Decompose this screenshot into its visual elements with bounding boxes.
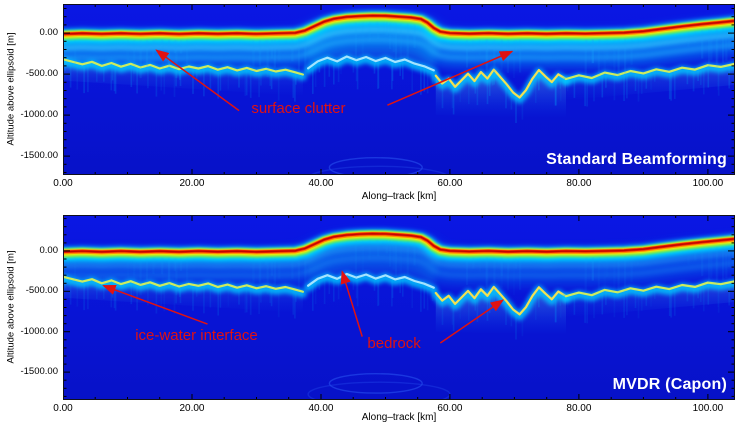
y-tick-label: -1000.00	[20, 109, 58, 121]
y-tick-label: -500.00	[25, 285, 58, 297]
y-axis-title-top: Altitude above ellipsoid [m]	[5, 32, 17, 146]
x-tick-label: 0.00	[53, 403, 73, 414]
x-tick-label: 100.00	[692, 403, 724, 414]
x-tick-label: 60.00	[437, 178, 463, 189]
annotation-arrow	[439, 299, 505, 344]
echogram-standard-beamforming: surface clutter Standard Beamforming	[63, 4, 735, 175]
panel-title-mvdr-capon: MVDR (Capon)	[612, 376, 727, 393]
y-tick-label: 0.00	[39, 27, 59, 39]
x-axis-title-bottom: Along–track [km]	[361, 412, 437, 423]
annotation-arrow	[387, 50, 514, 106]
annotation-arrow	[340, 270, 363, 337]
echogram-canvas	[63, 4, 735, 175]
annotation-surface-clutter: surface clutter	[251, 100, 346, 118]
x-tick-label: 80.00	[566, 178, 592, 189]
y-tick-label: -1500.00	[20, 150, 58, 162]
x-tick-label: 0.00	[53, 178, 73, 189]
x-tick-label: 40.00	[308, 178, 334, 189]
y-tick-label: -1500.00	[20, 366, 58, 378]
echogram-canvas	[63, 215, 735, 400]
annotation-ice-water-interface: ice-water interface	[135, 327, 258, 345]
y-tick-label: -500.00	[25, 68, 58, 80]
x-axis-title-top: Along–track [km]	[361, 191, 437, 202]
x-tick-label: 40.00	[308, 403, 334, 414]
y-tick-label: 0.00	[39, 244, 59, 256]
annotation-arrow	[155, 49, 240, 112]
echogram-mvdr-capon: ice-water interface bedrock MVDR (Capon)	[63, 215, 735, 400]
y-tick-label: -1000.00	[20, 325, 58, 337]
x-tick-label: 20.00	[179, 178, 205, 189]
annotation-arrow	[102, 284, 208, 325]
annotation-bedrock: bedrock	[367, 335, 421, 353]
x-tick-label: 60.00	[437, 403, 463, 414]
x-tick-label: 100.00	[692, 178, 724, 189]
y-axis-title-bottom: Altitude above ellipsoid [m]	[5, 250, 17, 364]
panel-title-standard-beamforming: Standard Beamforming	[546, 151, 727, 168]
x-tick-label: 80.00	[566, 403, 592, 414]
x-tick-label: 20.00	[179, 403, 205, 414]
